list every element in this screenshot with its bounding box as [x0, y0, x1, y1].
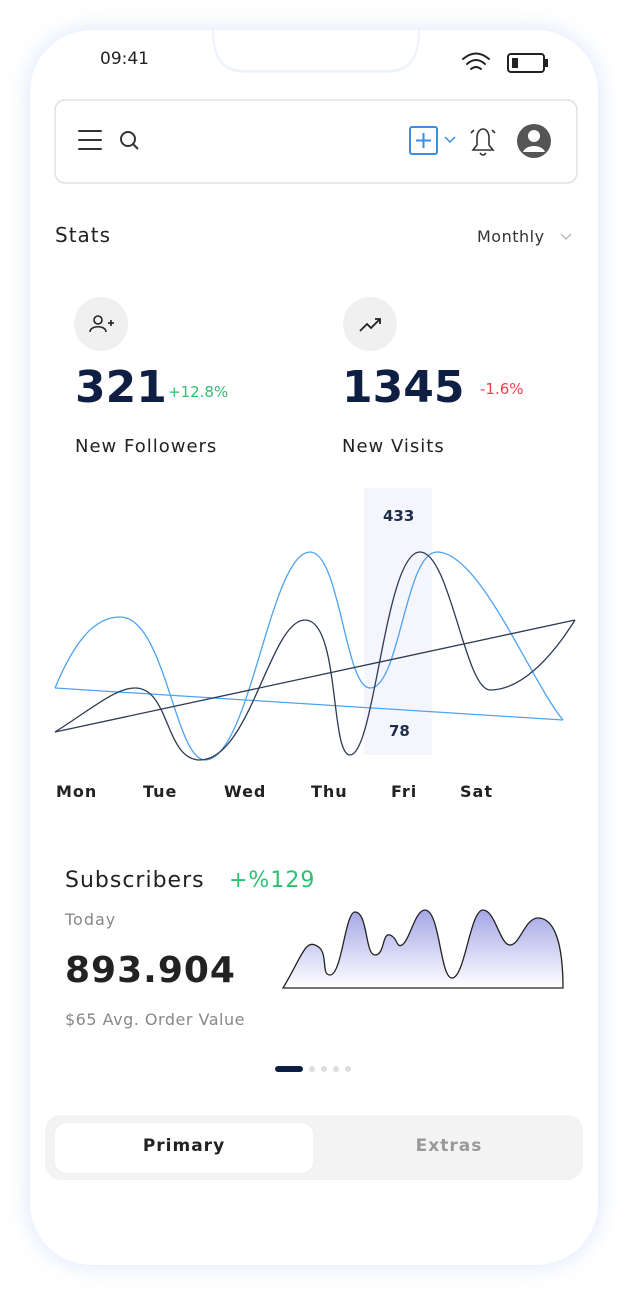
period-select[interactable]: Monthly — [477, 227, 545, 246]
followers-value: 321 — [75, 362, 167, 413]
trend-line-light — [54, 687, 564, 721]
add-icon[interactable] — [409, 126, 456, 155]
highlight-high: 433 — [383, 507, 415, 525]
page-dot[interactable] — [333, 1066, 339, 1072]
battery-tip — [545, 59, 548, 67]
visits-icon-bg — [343, 297, 397, 351]
tab-primary[interactable]: Primary — [142, 1136, 226, 1156]
page-dot[interactable] — [309, 1066, 315, 1072]
phone-frame — [30, 30, 598, 1265]
status-time: 09:41 — [100, 49, 149, 69]
header-bar — [54, 99, 578, 184]
subscribers-area — [281, 909, 564, 989]
subscribers-title: Subscribers — [65, 868, 205, 893]
tab-active-bg — [55, 1123, 313, 1173]
search-icon[interactable] — [120, 131, 139, 150]
visits-change: -1.6% — [480, 380, 524, 398]
bell-icon[interactable] — [470, 128, 496, 156]
followers-icon — [89, 315, 114, 333]
battery-icon — [507, 53, 545, 73]
day-label: Sat — [460, 782, 493, 801]
page-dot[interactable] — [321, 1066, 327, 1072]
subscribers-change: +%129 — [229, 868, 316, 893]
visits-label: New Visits — [342, 436, 445, 457]
page-dot[interactable] — [345, 1066, 351, 1072]
day-label: Thu — [311, 782, 348, 801]
menu-icon[interactable] — [78, 130, 102, 150]
highlight-band — [364, 488, 432, 755]
followers-label: New Followers — [75, 436, 218, 457]
trend-line-dark — [54, 619, 576, 733]
notch-inner — [214, 30, 418, 70]
curve-dark — [54, 551, 576, 761]
period-chevron[interactable] — [560, 233, 572, 241]
subscribers-note: $65 Avg. Order Value — [65, 1010, 245, 1029]
battery-level — [512, 58, 518, 68]
followers-icon-bg — [74, 297, 128, 351]
visits-icon — [359, 318, 381, 332]
subscribers-value: 893.904 — [65, 950, 236, 991]
day-label: Tue — [143, 782, 178, 801]
highlight-low: 78 — [389, 722, 410, 740]
subscribers-period: Today — [65, 910, 117, 929]
page-dot-active[interactable] — [275, 1066, 303, 1072]
wifi-icon — [462, 52, 490, 70]
day-label: Wed — [224, 782, 267, 801]
followers-change: +12.8% — [168, 383, 229, 401]
curve-light — [54, 551, 564, 761]
avatar-icon[interactable] — [517, 124, 551, 158]
day-label: Mon — [56, 782, 98, 801]
day-label: Fri — [391, 782, 418, 801]
stats-title: Stats — [55, 223, 112, 247]
tab-extras[interactable]: Extras — [415, 1136, 483, 1156]
visits-value: 1345 — [342, 362, 465, 413]
